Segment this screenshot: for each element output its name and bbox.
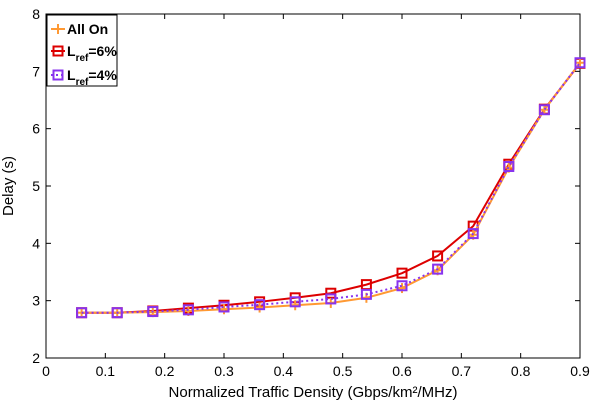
series-line <box>81 62 581 314</box>
data-point <box>76 307 88 319</box>
legend-label: Lref=4% <box>67 67 117 88</box>
data-point <box>218 301 230 313</box>
x-tick-label: 0.9 <box>570 363 590 379</box>
y-tick-label: 6 <box>32 121 40 137</box>
data-point <box>182 304 194 316</box>
data-point-legend <box>52 69 64 81</box>
data-point <box>360 288 372 300</box>
x-tick-label: 0.6 <box>392 363 412 379</box>
data-point <box>574 57 586 69</box>
data-point <box>254 299 266 311</box>
data-point-legend <box>53 24 63 34</box>
data-point <box>397 283 407 294</box>
y-tick-label: 7 <box>32 63 40 79</box>
data-point <box>254 302 265 313</box>
data-point <box>147 306 159 318</box>
y-tick-label: 2 <box>32 350 40 366</box>
data-point <box>467 228 479 240</box>
data-point <box>111 307 123 319</box>
x-tick-label: 0.7 <box>452 363 472 379</box>
legend-item: All On <box>51 21 108 37</box>
y-axis-title: Delay (s) <box>0 156 17 216</box>
data-point <box>325 293 337 305</box>
legend-item: Lref=6% <box>51 43 117 64</box>
data-point <box>503 161 515 173</box>
x-tick-label: 0.5 <box>333 363 353 379</box>
data-point <box>538 104 550 116</box>
legend-item: Lref=4% <box>51 67 117 88</box>
data-point <box>289 296 301 308</box>
data-point <box>432 250 444 262</box>
x-tick-label: 0.1 <box>96 363 116 379</box>
data-point <box>290 300 301 311</box>
data-point <box>396 280 408 292</box>
y-tick-label: 8 <box>32 6 40 22</box>
x-tick-label: 0.8 <box>511 363 531 379</box>
x-axis-title: Normalized Traffic Density (Gbps/km²/MHz… <box>169 384 458 401</box>
y-tick-label: 4 <box>32 235 40 251</box>
x-tick-label: 0 <box>42 363 50 379</box>
series-layer <box>76 57 586 319</box>
data-point <box>539 104 550 115</box>
data-point <box>219 304 229 315</box>
data-point <box>325 287 337 299</box>
x-tick-label: 0.2 <box>155 363 175 379</box>
data-point-legend <box>52 45 64 57</box>
data-point <box>575 57 585 68</box>
series-2 <box>76 57 586 319</box>
legend-label: Lref=6% <box>67 43 117 64</box>
x-tick-label: 0.3 <box>214 363 234 379</box>
legend-label: All On <box>67 21 108 37</box>
data-point <box>432 263 444 275</box>
legend: All On Lref=6% Lref=4% <box>46 14 118 88</box>
x-tick-label: 0.4 <box>274 363 294 379</box>
axis-ticks: 0 0.1 0.2 0.3 0.4 0.5 0.6 0.7 0.8 0.9 2 3 4 5 6 7 8 <box>32 6 590 379</box>
data-point <box>396 267 408 279</box>
y-tick-label: 3 <box>32 293 40 309</box>
y-tick-label: 5 <box>32 178 40 194</box>
